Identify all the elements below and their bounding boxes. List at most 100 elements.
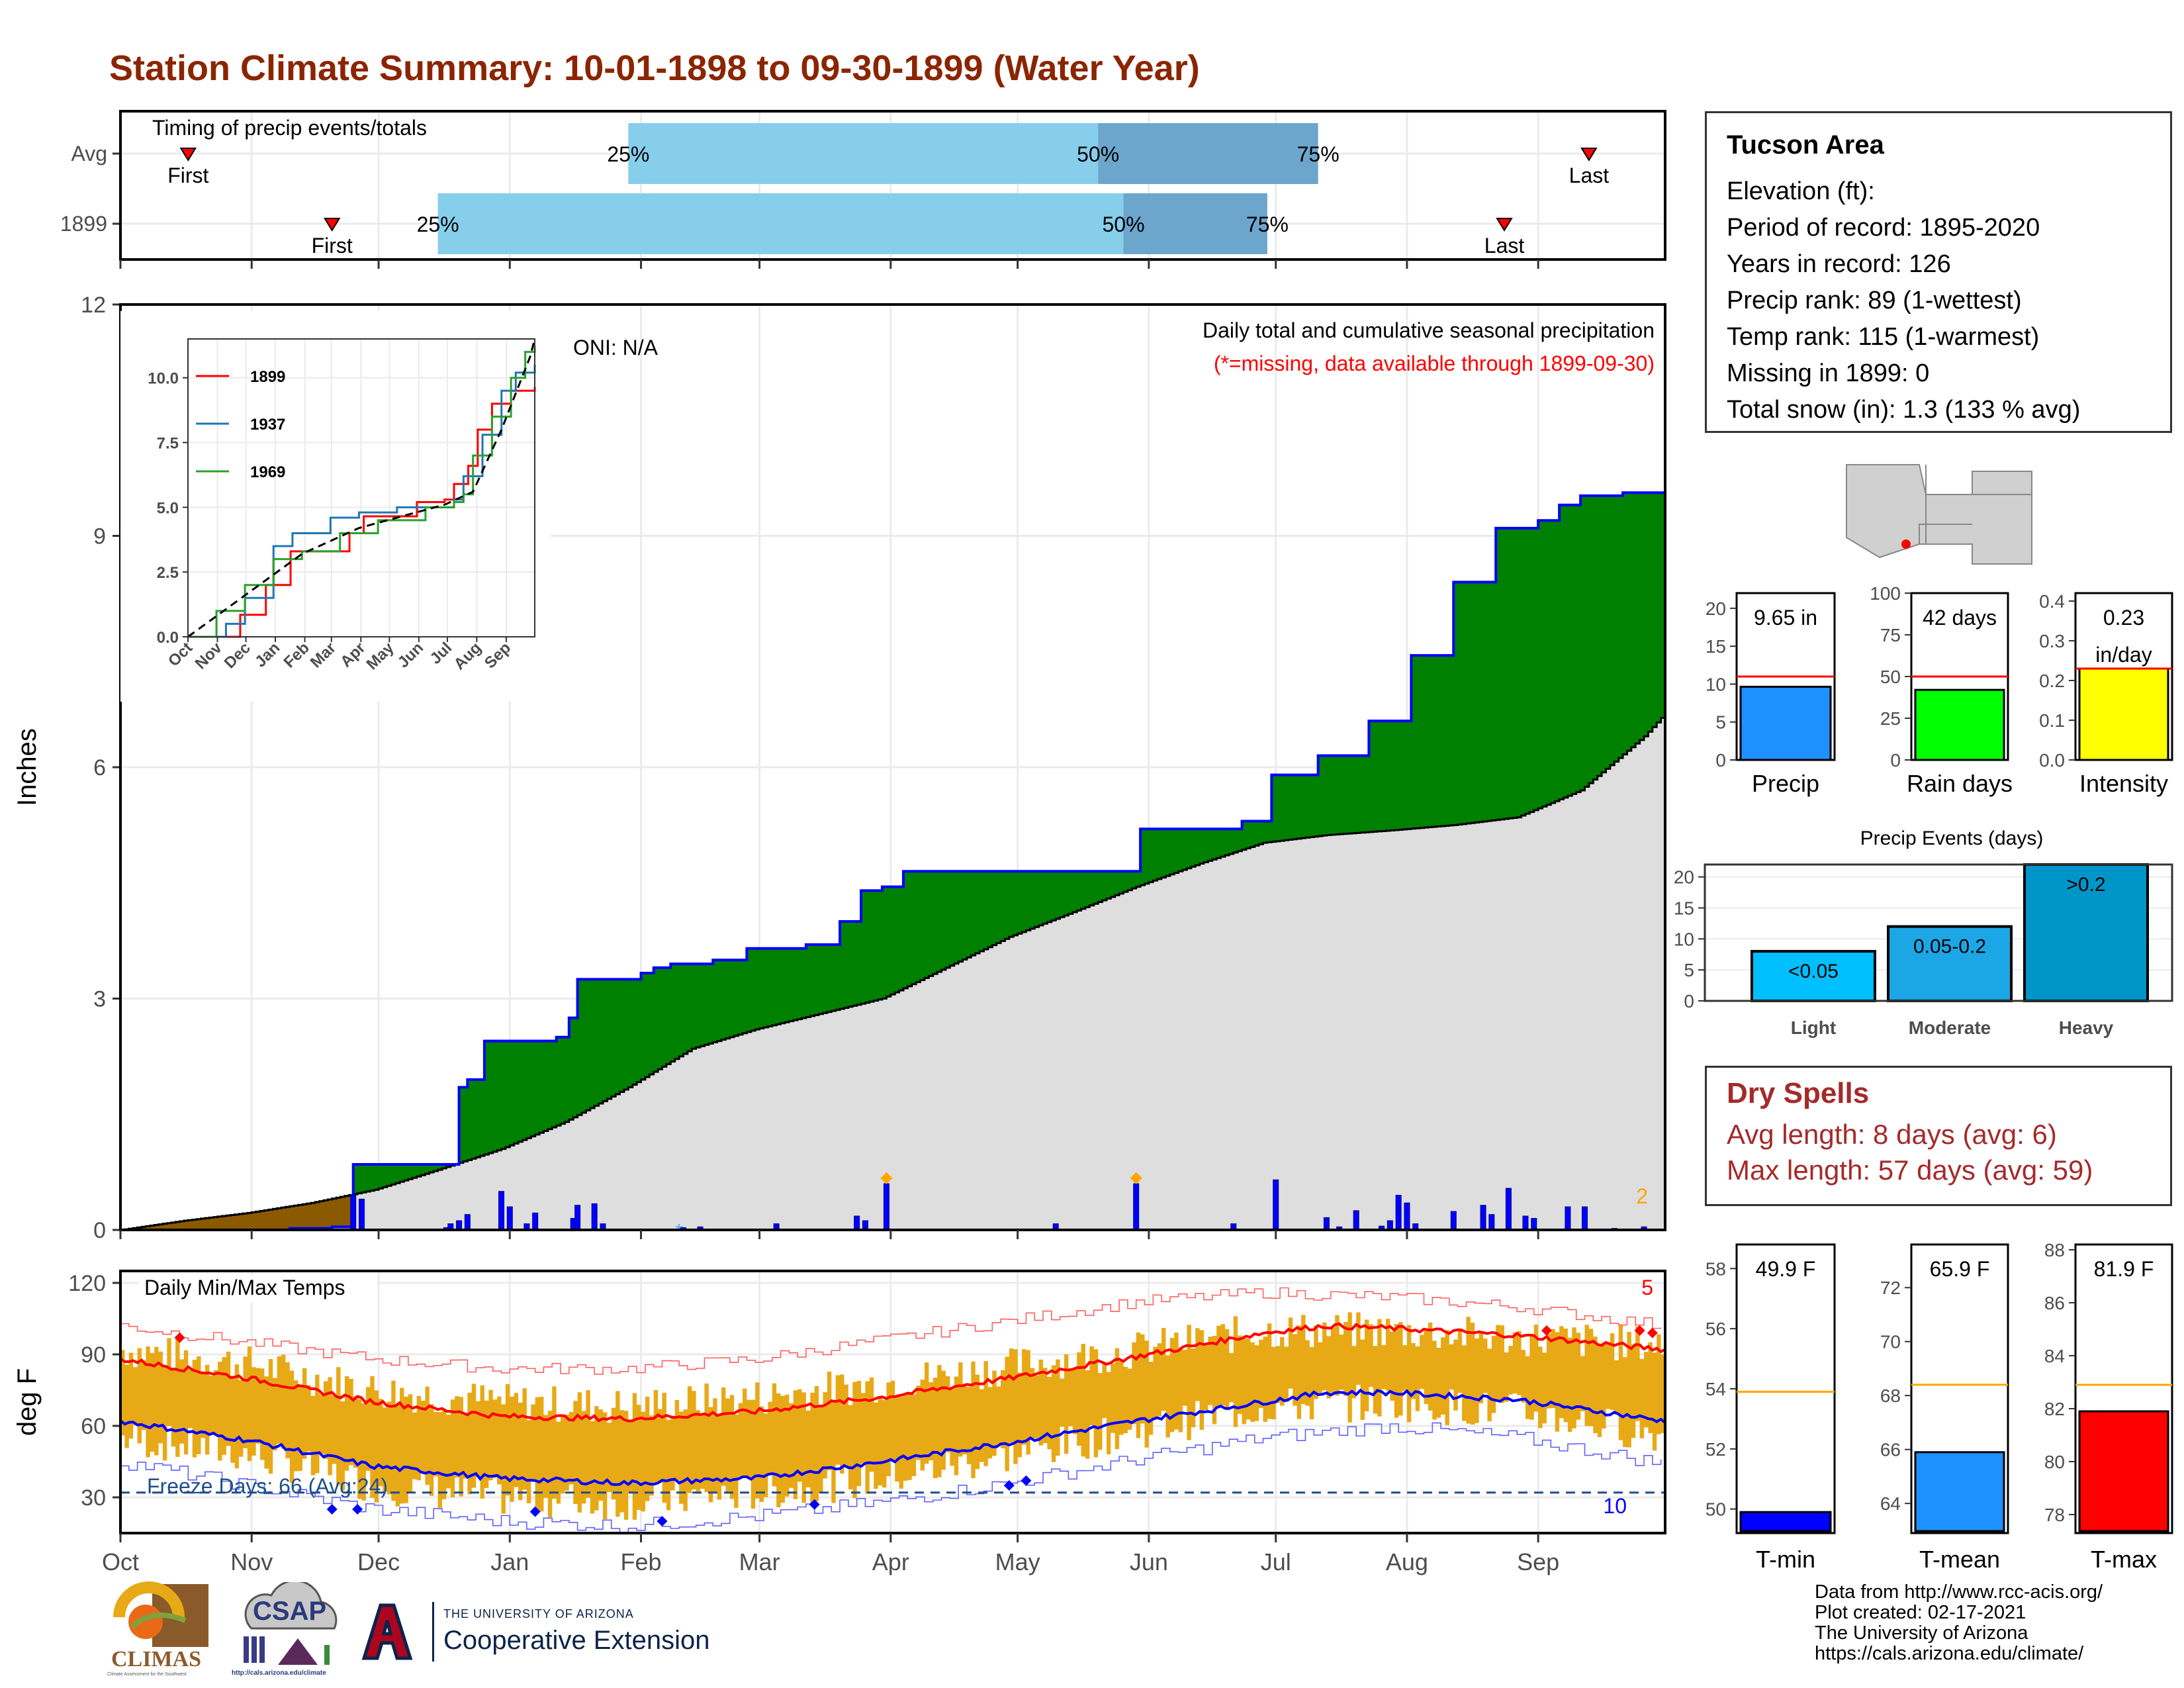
last-event-marker bbox=[1580, 148, 1598, 162]
dry-spells-avg: Avg length: 8 days (avg: 6) bbox=[1727, 1119, 2057, 1150]
temp-bar-tick-label: 72 bbox=[1880, 1278, 1901, 1298]
y-tick-label: 9 bbox=[93, 524, 106, 549]
record-min-marker bbox=[529, 1506, 541, 1517]
small-bar-tick-label: 10 bbox=[1706, 674, 1726, 694]
small-bar-tick-label: 25 bbox=[1880, 708, 1901, 729]
record-max-marker bbox=[1634, 1325, 1645, 1336]
first-event-marker bbox=[323, 218, 341, 232]
footer-line: The University of Arizona bbox=[1815, 1622, 2028, 1644]
small-bar-value-label: 9.65 in bbox=[1754, 606, 1817, 630]
temp-bar-tick-label: 86 bbox=[2044, 1293, 2065, 1313]
avg-max-temp-line bbox=[119, 1322, 1666, 1423]
temp-bar-name: T-max bbox=[2091, 1546, 2157, 1573]
y-tick-label: 6 bbox=[93, 755, 106, 780]
small-bar-tick-label: 0 bbox=[1715, 750, 1726, 771]
daily-precip-bar bbox=[862, 1220, 868, 1231]
temp-bar-name: T-mean bbox=[1919, 1546, 2000, 1573]
temp-bar-tick-label: 64 bbox=[1880, 1493, 1901, 1514]
inset-y-tick-label: 0.0 bbox=[157, 629, 179, 647]
daily-precip-bar bbox=[1133, 1183, 1140, 1231]
precip-event-bar-label: <0.05 bbox=[1788, 961, 1839, 982]
y-tick-label: 3 bbox=[93, 987, 106, 1012]
precip-subtitle: (*=missing, data available through 1899-… bbox=[1214, 352, 1655, 375]
daily-precip-bar bbox=[1353, 1210, 1359, 1231]
page-title: Station Climate Summary: 10-01-1898 to 0… bbox=[109, 48, 1200, 88]
station-info-box: Tucson Area Elevation (ft): Period of rec… bbox=[1705, 111, 2172, 433]
first-event-label: First bbox=[167, 164, 208, 187]
precip-event-bar bbox=[2023, 863, 2149, 1002]
temp-bar-frame bbox=[1735, 1243, 1836, 1534]
timing-row-label: 1899 bbox=[60, 212, 107, 236]
footer-line: Plot created: 02-17-2021 bbox=[1815, 1602, 2026, 1623]
inset-series-line bbox=[187, 338, 536, 638]
precip-event-category: Heavy bbox=[2059, 1017, 2114, 1038]
last-event-label: Last bbox=[1569, 164, 1610, 187]
legend-label: 1969 bbox=[250, 463, 285, 481]
month-label: Nov bbox=[230, 1548, 273, 1575]
footer-line: Data from http://www.rcc-acis.org/ bbox=[1815, 1581, 2103, 1603]
daily-precip-bar bbox=[498, 1191, 505, 1231]
timing-bar-25-50 bbox=[437, 193, 1124, 254]
temp-bar-value-label: 81.9 F bbox=[2094, 1257, 2154, 1281]
daily-precip-bar bbox=[464, 1214, 471, 1231]
record-min-line bbox=[120, 1422, 1662, 1533]
small-bar-tick-label: 50 bbox=[1880, 667, 1901, 687]
daily-precip-bar bbox=[532, 1212, 539, 1231]
daily-precip-bar bbox=[506, 1206, 513, 1231]
record-daily-marker bbox=[880, 1172, 893, 1184]
precip-title: Daily total and cumulative seasonal prec… bbox=[1203, 318, 1655, 342]
small-bar-tick-label: 100 bbox=[1870, 583, 1901, 604]
small-bar-name: Intensity bbox=[2079, 770, 2168, 797]
daily-precip-bar bbox=[1480, 1205, 1486, 1231]
freeze-days-label: Freeze Days: 66 (Avg:24) bbox=[147, 1474, 388, 1498]
temp-bar-value bbox=[2078, 1410, 2169, 1532]
temp-bar-tick-label: 88 bbox=[2044, 1240, 2065, 1260]
temp-bar-tick-label: 52 bbox=[1706, 1439, 1726, 1460]
inset-panel: 0.02.55.07.510.0 189919371969OctNovDecJan… bbox=[120, 311, 551, 702]
small-bar-tick-label: 75 bbox=[1880, 625, 1901, 645]
pct-75-label: 75% bbox=[1246, 212, 1289, 236]
small-bar-value-label: 42 days bbox=[1923, 606, 1997, 630]
temp-bar-tick-label: 82 bbox=[2044, 1399, 2065, 1419]
small-bar-value bbox=[1914, 688, 2005, 761]
pct-50-label: 50% bbox=[1102, 212, 1144, 236]
daily-precip-bar bbox=[1387, 1220, 1393, 1231]
daily-precip-bar bbox=[1582, 1206, 1588, 1231]
precip-events-title: Precip Events (days) bbox=[1860, 827, 2044, 849]
pct-25-label: 25% bbox=[607, 142, 649, 166]
small-bar-value-label: 0.23 bbox=[2103, 606, 2144, 630]
daily-temp-range-bars bbox=[120, 1312, 1666, 1520]
small-bar-tick-label: 0.1 bbox=[2039, 710, 2065, 731]
footer-credits: Data from http://www.rcc-acis.org/Plot c… bbox=[1815, 1582, 2103, 1664]
record-max-line bbox=[120, 1287, 1662, 1375]
temp-bar-name: T-min bbox=[1756, 1546, 1815, 1573]
first-event-label: First bbox=[312, 234, 353, 258]
daily-precip-bar bbox=[456, 1220, 463, 1231]
temp-bar-tick-label: 66 bbox=[1880, 1440, 1901, 1460]
station-line: Temp rank: 115 (1-warmest) bbox=[1727, 323, 2040, 351]
y-axis-title: deg F bbox=[13, 1368, 42, 1436]
locator-map bbox=[1840, 458, 2038, 577]
record-min-marker bbox=[657, 1516, 668, 1526]
daily-precip-bar bbox=[854, 1215, 860, 1231]
timing-row-label: Avg bbox=[71, 142, 107, 165]
avg-min-temp-line bbox=[119, 1388, 1666, 1487]
daily-precip-bar bbox=[1522, 1215, 1529, 1231]
y-tick-label: 120 bbox=[68, 1271, 106, 1296]
temp-bar-value bbox=[1914, 1451, 2005, 1532]
record-min-marker bbox=[1003, 1480, 1015, 1491]
daily-precip-bar bbox=[1531, 1218, 1537, 1231]
timing-border bbox=[119, 110, 1666, 261]
month-label: Feb bbox=[621, 1548, 662, 1575]
events-tick-label: 15 bbox=[1674, 898, 1694, 919]
small-bar-tick-label: 0.0 bbox=[2039, 750, 2065, 771]
daily-precip-bar bbox=[358, 1198, 365, 1231]
y-tick-label: 0 bbox=[93, 1218, 106, 1243]
small-bar-tick-label: 0.3 bbox=[2039, 631, 2065, 651]
first-event-marker bbox=[179, 148, 197, 162]
legend-label: 1937 bbox=[250, 416, 285, 434]
timing-title: Timing of precip events/totals bbox=[152, 116, 427, 140]
small-bar-tick-label: 20 bbox=[1706, 598, 1726, 619]
